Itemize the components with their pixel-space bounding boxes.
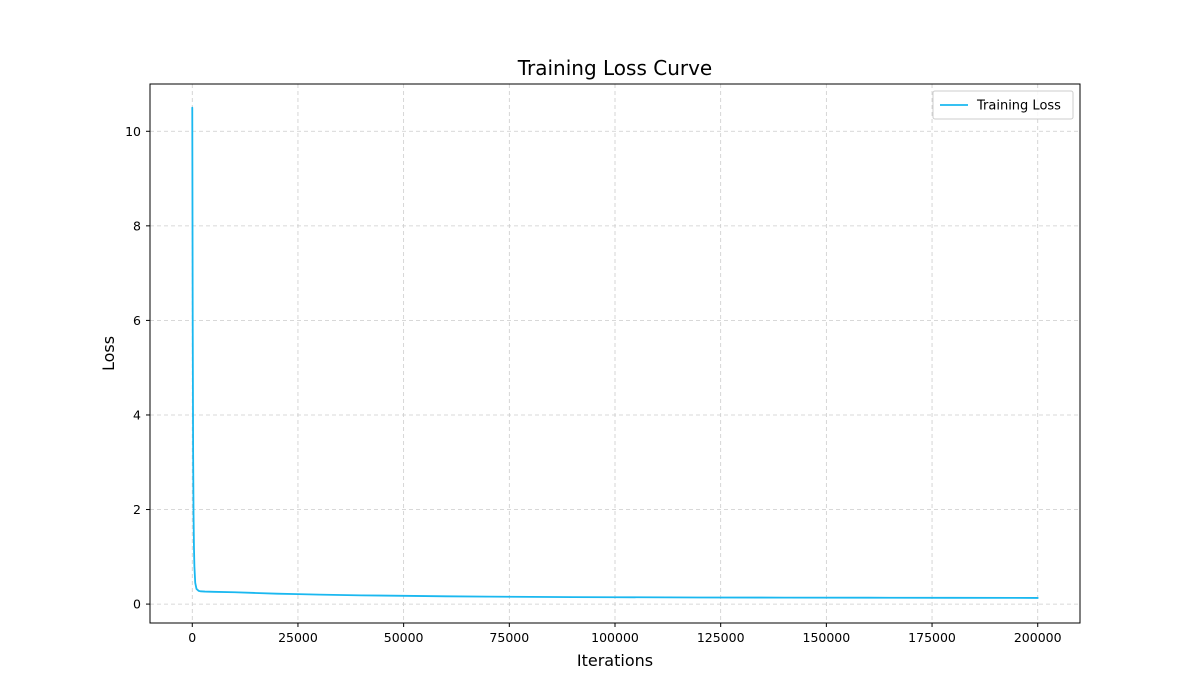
x-tick-label: 175000: [908, 630, 956, 645]
y-axis-label: Loss: [99, 336, 118, 371]
y-tick-label: 0: [133, 597, 141, 612]
grid: [150, 84, 1080, 623]
series-layer: [191, 106, 1039, 599]
x-axis-label: Iterations: [577, 651, 653, 670]
legend-label-training-loss: Training Loss: [976, 99, 1061, 114]
y-axis-ticks: 0 2 4 6 8 10: [125, 124, 150, 612]
series-line-training-loss: [191, 106, 1039, 599]
y-tick-label: 4: [133, 407, 141, 422]
y-tick-label: 10: [125, 124, 141, 139]
y-tick-label: 2: [133, 502, 141, 517]
legend: Training Loss: [932, 90, 1074, 120]
x-axis-ticks: 0 25000 50000 75000 100000 125000 150000 175000…: [188, 623, 1062, 645]
x-tick-label: 150000: [803, 630, 851, 645]
chart-title: Training Loss Curve: [517, 56, 713, 80]
x-tick-label: 200000: [1014, 630, 1062, 645]
y-tick-label: 8: [133, 218, 141, 233]
x-tick-label: 25000: [278, 630, 318, 645]
x-tick-label: 50000: [384, 630, 424, 645]
legend-box: [932, 90, 1074, 120]
x-tick-label: 125000: [697, 630, 745, 645]
x-tick-label: 0: [188, 630, 196, 645]
x-tick-label: 75000: [489, 630, 529, 645]
y-tick-label: 6: [133, 313, 141, 328]
x-tick-label: 100000: [591, 630, 639, 645]
